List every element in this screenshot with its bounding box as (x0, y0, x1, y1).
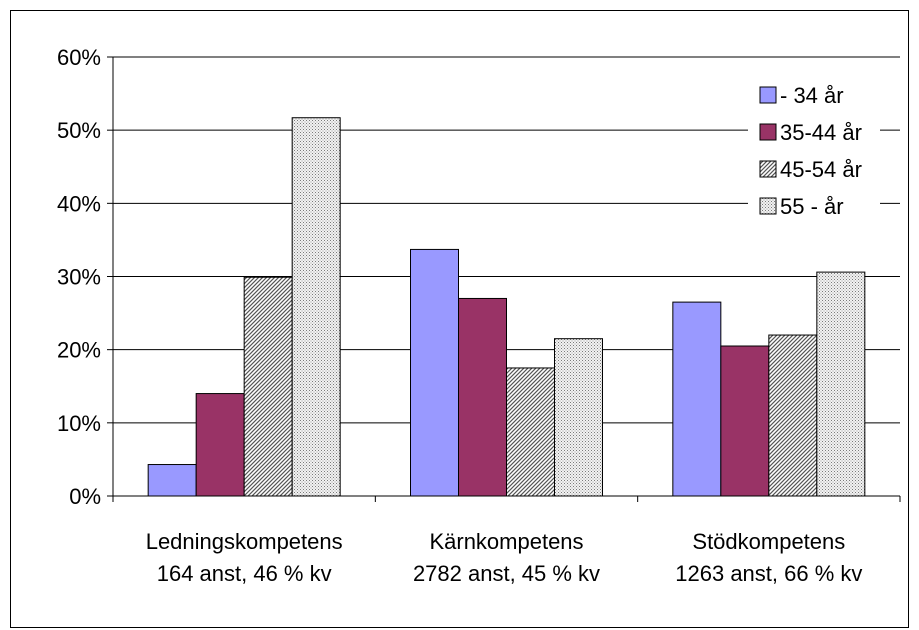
bar (672, 301, 722, 497)
legend-label: 35-44 år (780, 120, 862, 145)
bar (816, 271, 866, 497)
bar (410, 248, 459, 497)
bar (720, 345, 770, 497)
bar (768, 334, 818, 497)
legend-label: - 34 år (780, 83, 844, 108)
legend-label: 55 - år (780, 194, 844, 219)
legend-swatch (759, 123, 777, 141)
y-tick-label: 60% (57, 45, 101, 70)
bar (195, 393, 245, 497)
legend-swatch (759, 160, 777, 178)
y-tick-label: 10% (57, 411, 101, 436)
y-axis: 0% 10% 20% 30% 40% 50% 60% (57, 45, 114, 509)
y-tick-label: 40% (57, 191, 101, 216)
category-label: Stödkompetens (692, 529, 845, 554)
legend-swatch (759, 86, 777, 104)
category-sublabel: 2782 anst, 45 % kv (413, 561, 600, 586)
legend-label: 45-54 år (780, 157, 862, 182)
legend-swatch (759, 197, 777, 215)
bar (291, 117, 341, 497)
y-tick-label: 50% (57, 118, 101, 143)
category-sublabel: 164 anst, 46 % kv (157, 561, 332, 586)
x-axis: Ledningskompetens 164 anst, 46 % kv Kärnko… (112, 495, 901, 586)
bar (243, 276, 293, 497)
category-label: Kärnkompetens (429, 529, 583, 554)
bar (147, 464, 197, 497)
y-tick-label: 0% (69, 484, 101, 509)
bars (147, 117, 866, 497)
y-tick-label: 30% (57, 265, 101, 290)
y-tick-label: 20% (57, 338, 101, 363)
category-sublabel: 1263 anst, 66 % kv (675, 561, 862, 586)
bar (458, 297, 507, 497)
legend: - 34 år 35-44 år 45-54 år 55 - år (748, 70, 880, 224)
bar (554, 338, 603, 497)
category-label: Ledningskompetens (146, 529, 343, 554)
bar (506, 367, 555, 497)
